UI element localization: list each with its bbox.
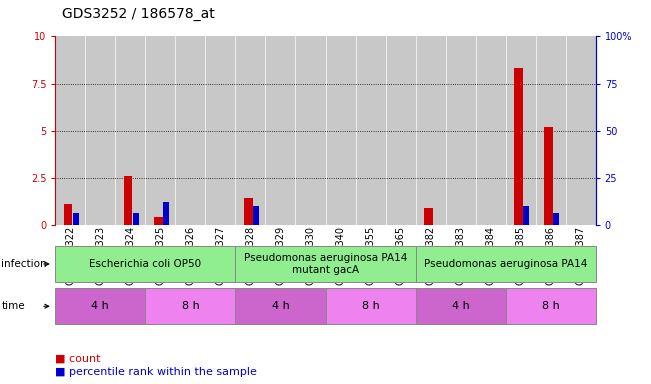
Bar — [566, 36, 596, 225]
Bar — [514, 68, 523, 225]
Text: 8 h: 8 h — [182, 301, 199, 311]
Text: GDS3252 / 186578_at: GDS3252 / 186578_at — [62, 7, 215, 21]
Bar — [55, 36, 85, 225]
Bar — [145, 36, 175, 225]
Bar — [385, 36, 415, 225]
Bar — [163, 202, 169, 225]
Bar — [236, 36, 266, 225]
Bar — [523, 206, 529, 225]
Bar — [253, 206, 259, 225]
Text: 8 h: 8 h — [542, 301, 559, 311]
Text: 8 h: 8 h — [362, 301, 380, 311]
Bar — [424, 208, 433, 225]
Text: 4 h: 4 h — [271, 301, 289, 311]
Bar — [415, 36, 445, 225]
Bar — [476, 36, 506, 225]
Text: Pseudomonas aeruginosa PA14: Pseudomonas aeruginosa PA14 — [424, 259, 587, 269]
Bar — [154, 217, 163, 225]
Bar — [266, 36, 296, 225]
Text: Escherichia coli OP50: Escherichia coli OP50 — [89, 259, 201, 269]
Text: 4 h: 4 h — [452, 301, 469, 311]
Bar — [85, 36, 115, 225]
Bar — [536, 36, 566, 225]
Bar — [133, 214, 139, 225]
Bar — [445, 36, 476, 225]
Bar — [64, 204, 72, 225]
Bar — [544, 127, 553, 225]
Text: time: time — [1, 301, 25, 311]
Bar — [73, 214, 79, 225]
Bar — [326, 36, 355, 225]
Text: Pseudomonas aeruginosa PA14
mutant gacA: Pseudomonas aeruginosa PA14 mutant gacA — [244, 253, 407, 275]
Bar — [553, 214, 559, 225]
Bar — [296, 36, 326, 225]
Bar — [244, 198, 253, 225]
Bar — [355, 36, 385, 225]
Bar — [115, 36, 145, 225]
Bar — [206, 36, 236, 225]
Text: 4 h: 4 h — [92, 301, 109, 311]
Text: infection: infection — [1, 259, 47, 269]
Text: ■ count: ■ count — [55, 353, 101, 363]
Bar — [506, 36, 536, 225]
Bar — [124, 176, 133, 225]
Bar — [175, 36, 206, 225]
Text: ■ percentile rank within the sample: ■ percentile rank within the sample — [55, 367, 257, 377]
